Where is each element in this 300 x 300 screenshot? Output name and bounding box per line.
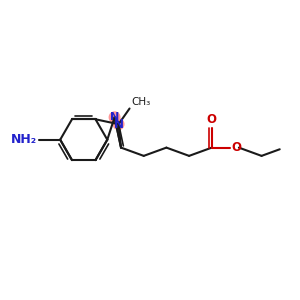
- Text: O: O: [231, 141, 241, 154]
- Text: N: N: [114, 118, 124, 131]
- Text: CH₃: CH₃: [132, 97, 151, 107]
- Text: NH₂: NH₂: [11, 133, 37, 146]
- Text: O: O: [207, 113, 217, 126]
- Circle shape: [113, 119, 124, 130]
- Text: N: N: [110, 112, 119, 122]
- Circle shape: [109, 112, 120, 123]
